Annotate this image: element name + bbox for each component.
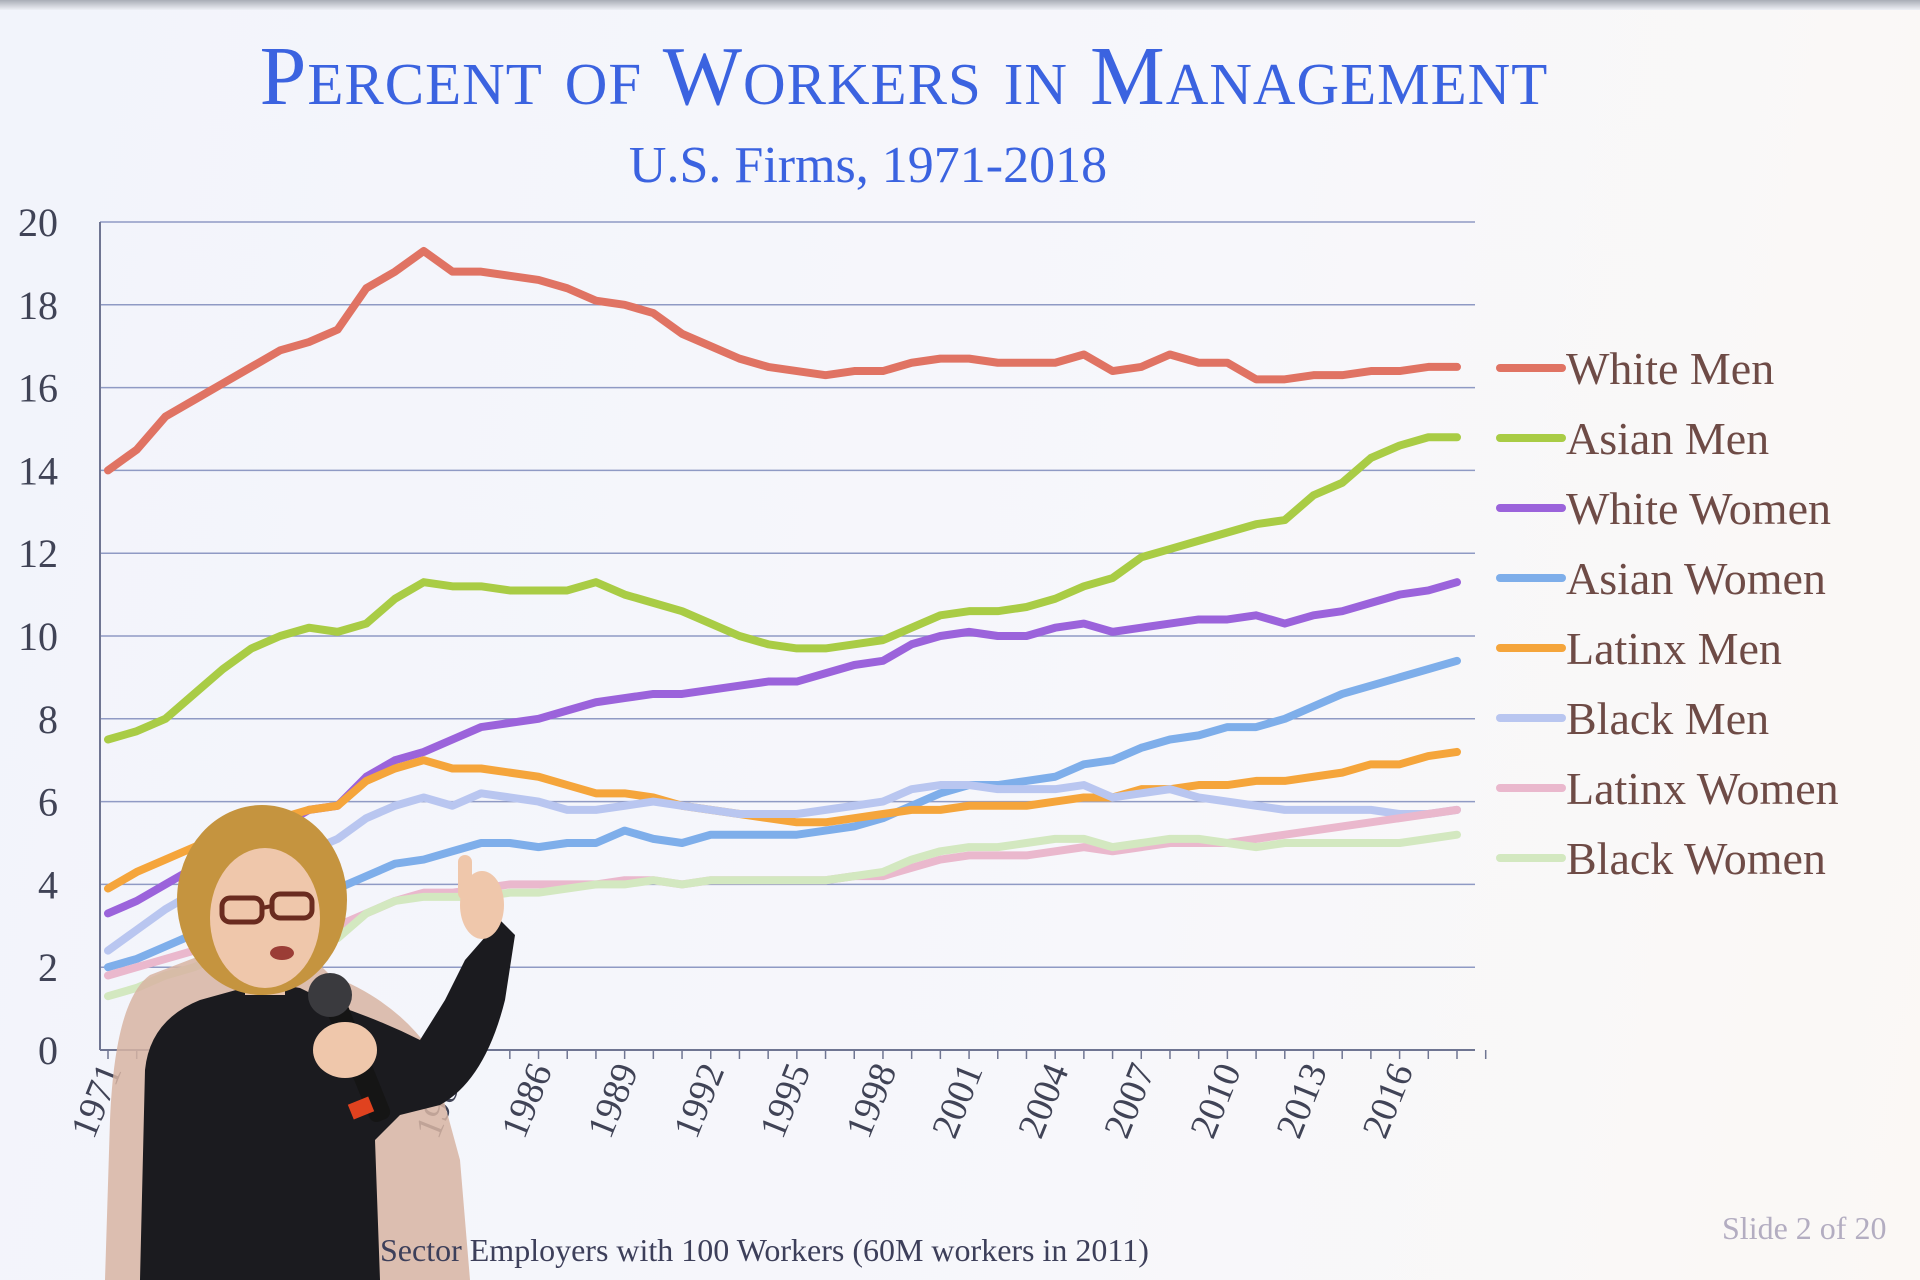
series-line-asian-men [104, 433, 1461, 744]
x-tick-label: 1998 [838, 1058, 905, 1144]
legend: White Men Asian Men White Women Asian Women… [1496, 343, 1839, 884]
x-tick-label: 1974 [149, 1058, 216, 1144]
x-tick-label: 1980 [321, 1058, 388, 1144]
y-tick-label: 0 [38, 1028, 58, 1073]
y-tick-labels: 0 2 4 6 8 10 12 14 16 18 20 [18, 200, 58, 1073]
chart-footnote: Sector Employers with 100 Workers (60M w… [380, 1232, 1149, 1268]
y-tick-label: 2 [38, 945, 58, 990]
y-tick-label: 18 [18, 283, 58, 328]
y-tick-label: 6 [38, 780, 58, 825]
x-tick-label: 2004 [1010, 1058, 1077, 1144]
chart-subtitle: U.S. Firms, 1971-2018 [628, 137, 1108, 194]
x-tick-label: 2013 [1268, 1058, 1335, 1144]
legend-label-asian-women: Asian Women [1566, 553, 1826, 604]
legend-label-white-men: White Men [1566, 343, 1774, 394]
x-tick-label: 1977 [235, 1058, 302, 1144]
y-tick-label: 10 [18, 614, 58, 659]
x-tick-label: 1995 [752, 1058, 819, 1144]
legend-label-latinx-women: Latinx Women [1566, 763, 1839, 814]
screen-top-edge [0, 0, 1920, 10]
x-tick-label: 2010 [1182, 1058, 1249, 1144]
y-tick-label: 4 [38, 862, 58, 907]
y-tick-label: 20 [18, 200, 58, 245]
legend-label-asian-men: Asian Men [1566, 413, 1769, 464]
legend-label-white-women: White Women [1566, 483, 1831, 534]
legend-label-black-men: Black Men [1566, 693, 1769, 744]
y-tick-label: 14 [18, 448, 58, 493]
x-tick-label: 2016 [1355, 1058, 1422, 1144]
x-tick-label: 1983 [407, 1058, 474, 1144]
x-tick-label: 2001 [924, 1058, 991, 1144]
y-tick-label: 8 [38, 697, 58, 742]
x-tick-labels: 1971 1974 1977 1980 1983 1986 1989 1992 1995 1998… [63, 1058, 1422, 1144]
legend-label-latinx-men: Latinx Men [1566, 623, 1782, 674]
legend-label-black-women: Black Women [1566, 833, 1826, 884]
series-line-latinx-men [104, 747, 1461, 893]
x-tick-label: 2007 [1096, 1058, 1163, 1144]
series-line-white-men [104, 246, 1461, 475]
x-tick-label: 1989 [580, 1058, 647, 1144]
y-tick-label: 12 [18, 531, 58, 576]
y-tick-label: 16 [18, 366, 58, 411]
x-tick-label: 1992 [666, 1058, 733, 1144]
slide-number: Slide 2 of 20 [1722, 1210, 1887, 1246]
x-tick-label: 1971 [63, 1058, 130, 1144]
gridlines [100, 221, 1475, 968]
x-tick-label: 1986 [493, 1058, 560, 1144]
series-line-black-women [104, 830, 1461, 1001]
chart-title: Percent of Workers in Management [259, 30, 1549, 123]
